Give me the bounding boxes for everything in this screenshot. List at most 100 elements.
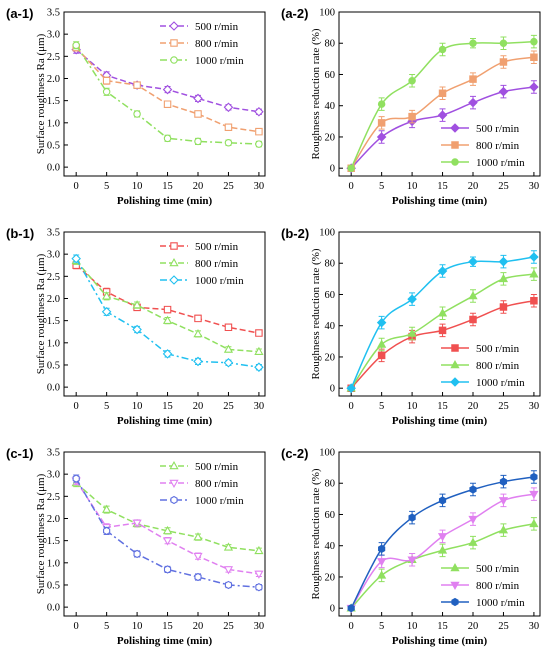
legend-marker: [170, 56, 178, 64]
y-tick-label: 1.5: [47, 316, 60, 327]
x-tick-label: 30: [529, 181, 540, 192]
x-tick-label: 25: [498, 621, 509, 632]
series-800-r-min: [347, 50, 538, 172]
data-point: [133, 549, 141, 559]
data-point: [530, 53, 538, 62]
y-tick-label: 0.0: [47, 383, 60, 394]
data-point: [254, 106, 264, 117]
legend-marker: [451, 597, 459, 607]
y-axis-label: Surface roughness Ra (μm): [35, 253, 47, 374]
data-point: [162, 84, 173, 95]
data-point: [377, 100, 386, 108]
legend-marker: [169, 479, 179, 488]
y-tick-label: 60: [325, 290, 336, 301]
data-point: [438, 326, 447, 335]
x-tick-label: 20: [468, 621, 479, 632]
data-point: [224, 139, 233, 147]
data-point: [254, 346, 264, 355]
data-point: [437, 266, 448, 276]
y-tick-label: 1.0: [47, 558, 60, 569]
series-1000-r-min: [72, 474, 263, 592]
data-point: [529, 269, 539, 278]
legend-item: 800 r/min: [160, 478, 239, 490]
data-point: [499, 303, 508, 311]
data-point: [162, 537, 173, 546]
legend-marker: [170, 39, 178, 47]
x-axis-label: Polishing time (min): [117, 635, 213, 647]
x-tick-label: 10: [407, 401, 418, 412]
data-point: [194, 137, 202, 146]
data-point: [223, 566, 234, 575]
data-point: [437, 545, 448, 554]
x-tick-label: 5: [104, 181, 109, 192]
plot-frame: [63, 11, 266, 177]
data-point: [468, 537, 478, 546]
y-tick-label: 0.5: [47, 580, 60, 591]
data-point: [408, 513, 416, 522]
data-point: [223, 542, 234, 551]
y-tick-label: 100: [319, 8, 335, 19]
panel-label: (a-1): [6, 6, 33, 21]
series-500-r-min: [72, 261, 263, 337]
x-tick-label: 5: [379, 401, 384, 412]
y-tick-label: 1.0: [47, 338, 60, 349]
legend-marker: [169, 258, 179, 267]
legend-item: 1000 r/min: [441, 157, 525, 169]
x-tick-label: 5: [379, 181, 384, 192]
x-tick-label: 10: [132, 621, 143, 632]
legend-item: 800 r/min: [441, 360, 520, 372]
data-point: [530, 296, 538, 305]
data-point: [530, 472, 538, 482]
x-tick-label: 15: [437, 621, 448, 632]
data-point: [346, 383, 356, 393]
legend-item: 500 r/min: [160, 461, 239, 473]
panel-a-1: (a-1) 0.0 0.5 1.0 1.5 2.0 2.5 3.0 3.5 0 5 10 15 20 25 3…: [0, 0, 275, 219]
data-point: [223, 344, 234, 353]
chart-svg: (b-2) 0 20 40 60 80 100 0 5 10 15 20 25 30 Polishing t…: [281, 226, 541, 427]
series-500-r-min: [347, 293, 538, 392]
legend-marker: [451, 158, 459, 166]
data-point: [162, 349, 173, 359]
x-axis-label: Polishing time (min): [392, 635, 488, 647]
data-point: [377, 570, 387, 579]
series-800-r-min: [71, 255, 264, 355]
data-point: [194, 110, 202, 118]
legend-label: 500 r/min: [476, 123, 520, 135]
legend-label: 1000 r/min: [195, 55, 244, 67]
y-tick-label: 20: [325, 352, 336, 363]
legend-marker: [450, 123, 460, 133]
data-point: [255, 329, 263, 337]
x-tick-label: 0: [349, 621, 354, 632]
legend-marker: [169, 21, 179, 31]
x-tick-label: 10: [132, 401, 143, 412]
data-point: [468, 97, 478, 108]
y-tick-label: 40: [325, 321, 336, 332]
legend-marker: [169, 461, 179, 470]
data-point: [193, 93, 203, 104]
legend-item: 500 r/min: [441, 563, 520, 575]
series-800-r-min: [346, 267, 539, 392]
data-point: [377, 558, 387, 567]
data-point: [163, 100, 172, 108]
x-tick-label: 20: [193, 181, 204, 192]
legend-label: 800 r/min: [476, 580, 520, 592]
legend-label: 1000 r/min: [476, 157, 525, 169]
y-tick-label: 100: [319, 448, 335, 459]
y-tick-label: 2.5: [47, 52, 60, 63]
data-point: [102, 88, 111, 96]
x-axis-label: Polishing time (min): [117, 195, 213, 207]
y-tick-label: 3.5: [47, 448, 60, 459]
x-tick-label: 15: [162, 621, 173, 632]
x-tick-label: 0: [74, 621, 79, 632]
data-point: [132, 519, 142, 528]
data-point: [469, 39, 477, 47]
data-point: [530, 38, 538, 46]
x-tick-label: 0: [74, 401, 79, 412]
data-point: [194, 314, 202, 323]
data-point: [101, 307, 112, 317]
series-500-r-min: [71, 44, 264, 117]
data-point: [407, 556, 417, 565]
data-point: [163, 134, 172, 142]
data-point: [102, 504, 112, 513]
data-point: [529, 490, 539, 500]
